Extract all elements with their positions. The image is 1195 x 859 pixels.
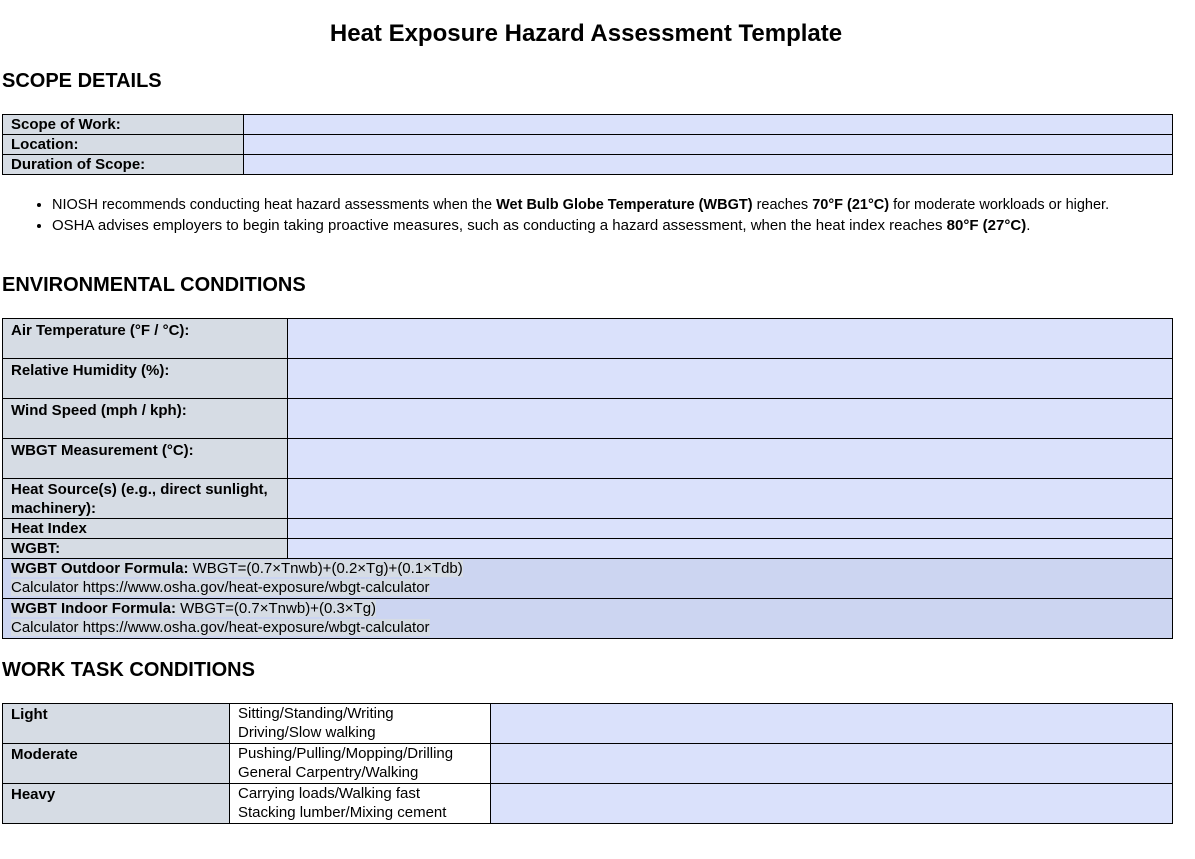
moderate-label: Moderate: [2, 743, 230, 784]
moderate-tasks: Pushing/Pulling/Mopping/Drilling General …: [229, 743, 491, 784]
indoor-formula-cell: WGBT Indoor Formula: WBGT=(0.7×Tnwb)+(0.…: [2, 598, 1173, 639]
heat-index-label: Heat Index: [2, 518, 288, 539]
guidance-list: NIOSH recommends conducting heat hazard …: [0, 196, 1172, 238]
moderate-field[interactable]: [490, 743, 1173, 784]
niosh-note: NIOSH recommends conducting heat hazard …: [52, 196, 1172, 214]
indoor-calculator-link[interactable]: Calculator https://www.osha.gov/heat-exp…: [11, 619, 430, 636]
outdoor-calculator-link[interactable]: Calculator https://www.osha.gov/heat-exp…: [11, 579, 430, 596]
location-label: Location:: [2, 134, 244, 155]
work-table: Light Sitting/Standing/Writing Driving/Slo…: [2, 703, 1173, 824]
heat-source-field[interactable]: [287, 478, 1173, 519]
humidity-label: Relative Humidity (%):: [2, 358, 288, 399]
duration-label: Duration of Scope:: [2, 154, 244, 175]
wind-speed-field[interactable]: [287, 398, 1173, 439]
heat-source-label: Heat Source(s) (e.g., direct sunlight, m…: [2, 478, 288, 519]
duration-field[interactable]: [243, 154, 1173, 175]
air-temp-label: Air Temperature (°F / °C):: [2, 318, 288, 359]
light-label: Light: [2, 703, 230, 744]
location-field[interactable]: [243, 134, 1173, 155]
outdoor-formula-cell: WGBT Outdoor Formula: WBGT=(0.7×Tnwb)+(0…: [2, 558, 1173, 599]
light-tasks: Sitting/Standing/Writing Driving/Slow wal…: [229, 703, 491, 744]
heavy-label: Heavy: [2, 783, 230, 824]
work-heading: WORK TASK CONDITIONS: [2, 659, 255, 681]
scope-table: Scope of Work: Location: Duration of Sco…: [2, 114, 1173, 175]
wbgt-measurement-field[interactable]: [287, 438, 1173, 479]
env-table: Air Temperature (°F / °C): Relative Humi…: [2, 318, 1173, 639]
scope-heading: SCOPE DETAILS: [2, 70, 162, 92]
humidity-field[interactable]: [287, 358, 1173, 399]
env-heading: ENVIRONMENTAL CONDITIONS: [2, 274, 306, 296]
heat-index-field[interactable]: [287, 518, 1173, 539]
page-title: Heat Exposure Hazard Assessment Template: [329, 20, 843, 47]
osha-note: OSHA advises employers to begin taking p…: [52, 217, 1172, 235]
heavy-field[interactable]: [490, 783, 1173, 824]
wbgt-measurement-label: WBGT Measurement (°C):: [2, 438, 288, 479]
light-field[interactable]: [490, 703, 1173, 744]
heavy-tasks: Carrying loads/Walking fast Stacking lumb…: [229, 783, 491, 824]
wind-speed-label: Wind Speed (mph / kph):: [2, 398, 288, 439]
scope-of-work-field[interactable]: [243, 114, 1173, 135]
wgbt-label: WGBT:: [2, 538, 288, 559]
wgbt-field[interactable]: [287, 538, 1173, 559]
air-temp-field[interactable]: [287, 318, 1173, 359]
scope-of-work-label: Scope of Work:: [2, 114, 244, 135]
